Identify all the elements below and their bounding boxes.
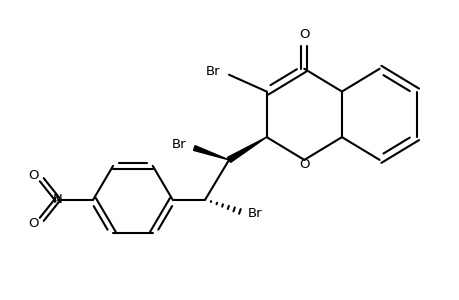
- Text: O: O: [298, 28, 309, 40]
- Polygon shape: [193, 146, 229, 160]
- Text: O: O: [28, 217, 39, 230]
- Text: O: O: [298, 158, 309, 171]
- Text: O: O: [28, 169, 39, 182]
- Text: Br: Br: [205, 65, 219, 78]
- Text: Br: Br: [247, 207, 262, 220]
- Text: Br: Br: [171, 138, 186, 151]
- Text: N: N: [53, 193, 62, 206]
- Polygon shape: [227, 137, 266, 163]
